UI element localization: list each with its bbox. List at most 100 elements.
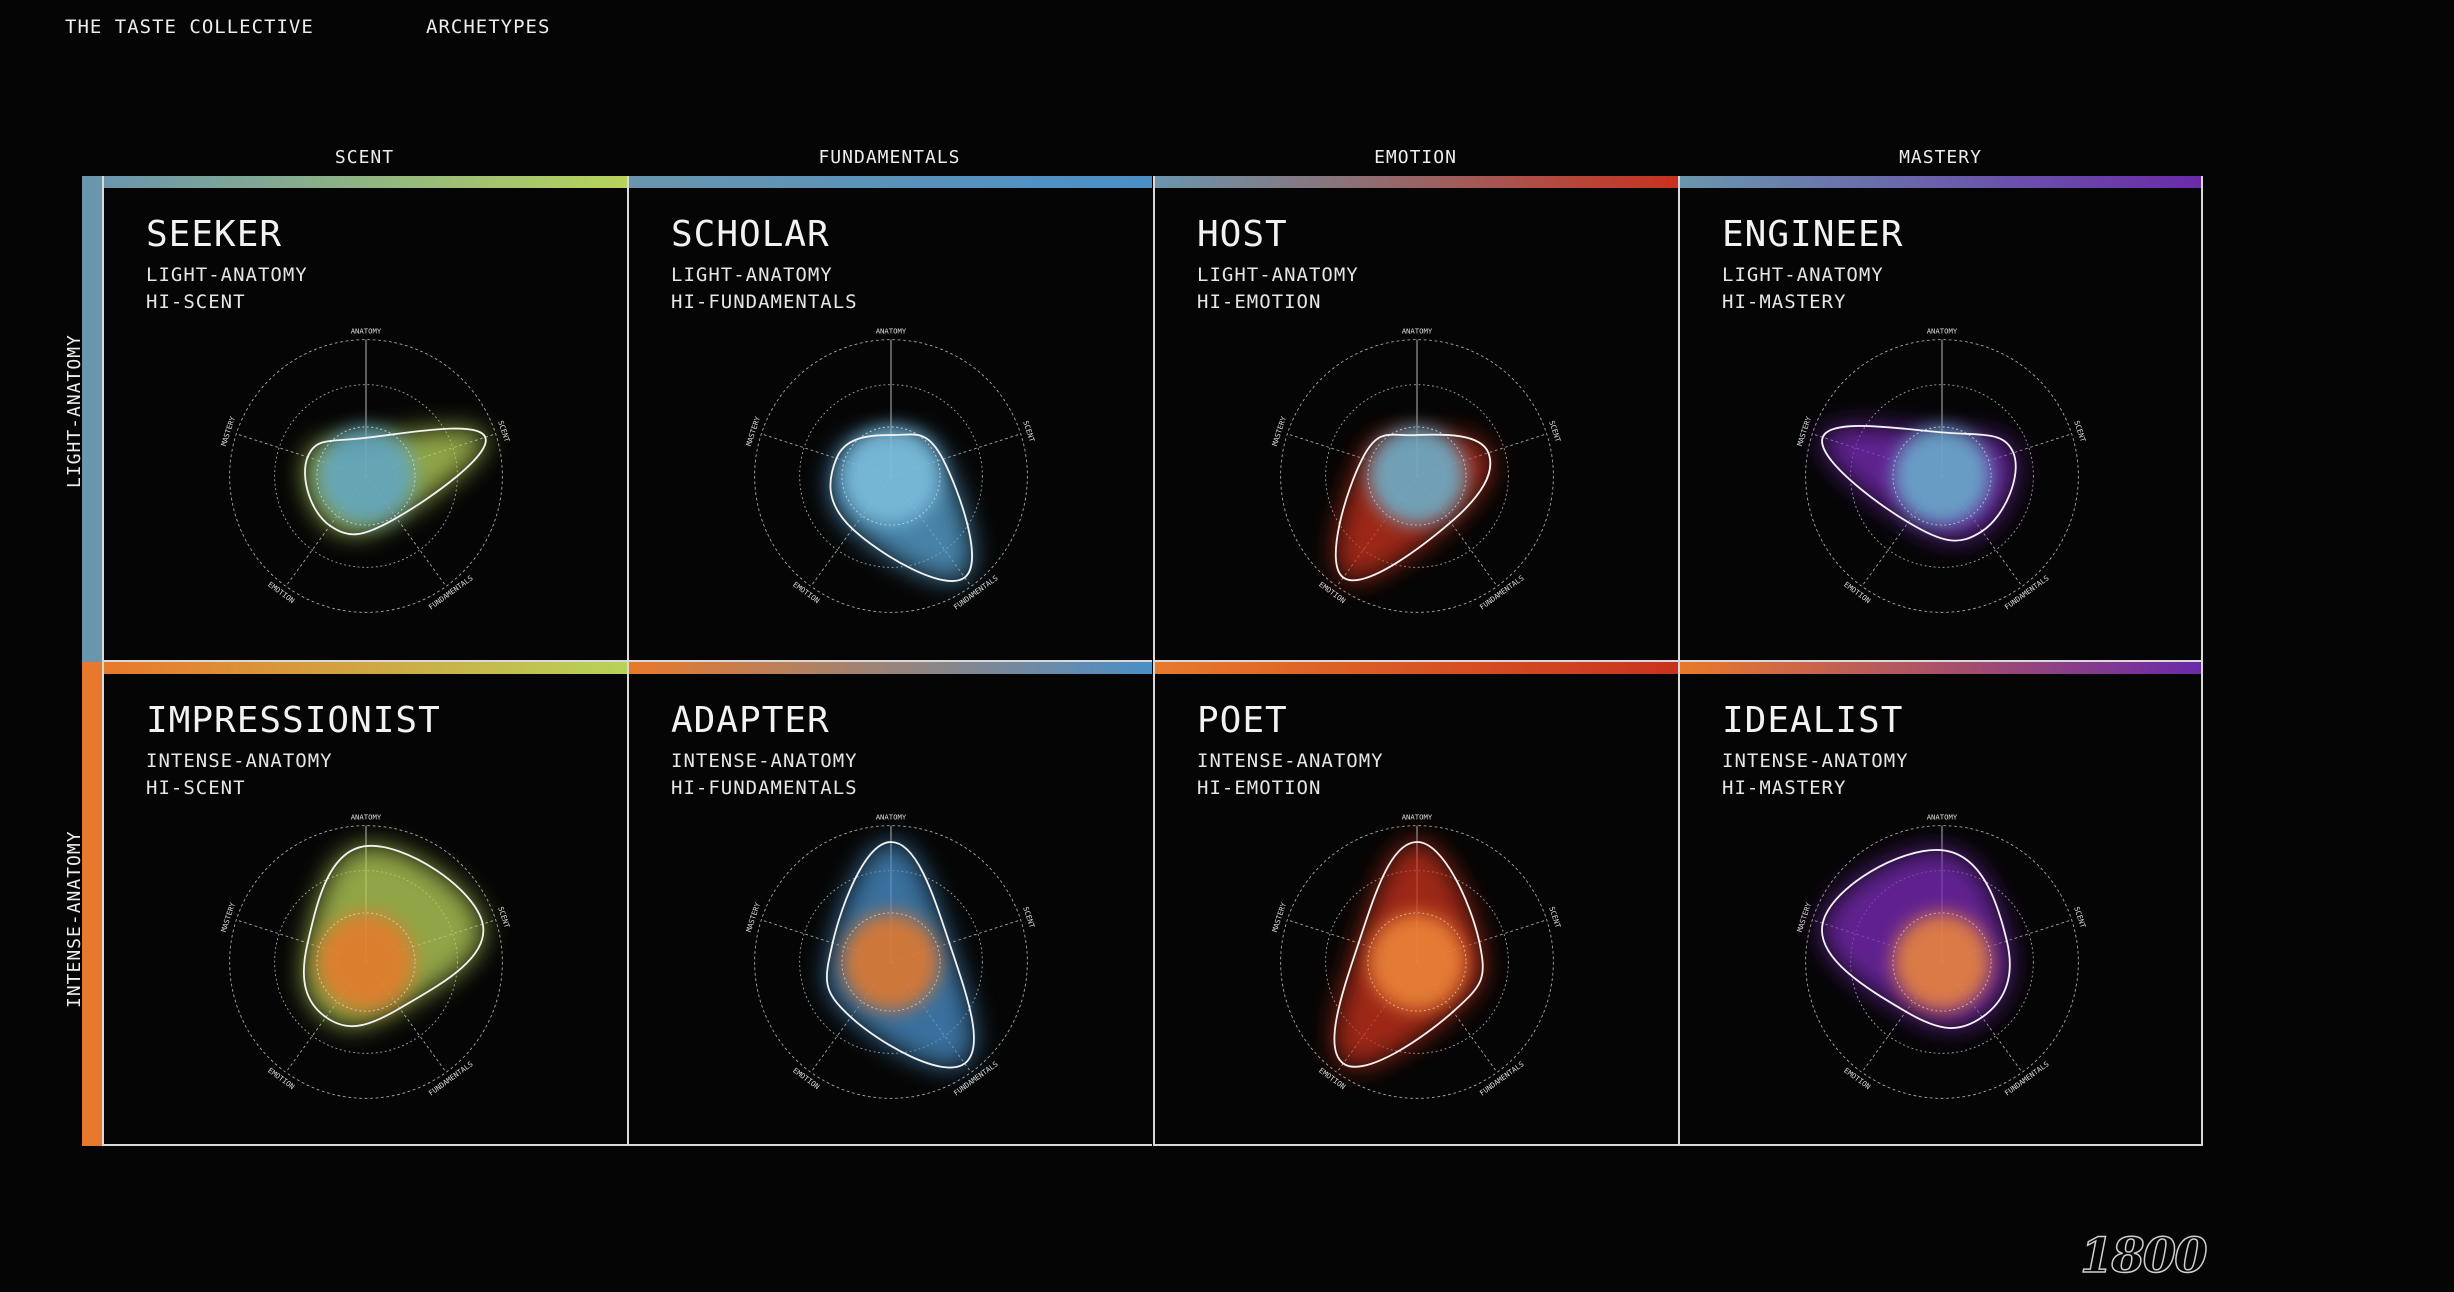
row-bar-intense-anatomy — [82, 662, 102, 1146]
card-accent-bar — [1680, 176, 2201, 188]
radar-ring-inner — [1367, 912, 1467, 1012]
radar-axis-label-mastery: MASTERY — [744, 901, 762, 933]
radar-ring — [799, 384, 983, 568]
radar-axis-label-scent: SCENT — [1021, 905, 1037, 929]
row-bar-light-anatomy — [82, 176, 102, 662]
radar-ring-inner — [316, 426, 416, 526]
radar-core-glow — [1892, 426, 1992, 526]
card-accent-bar — [104, 176, 627, 188]
radar-axis-label-emotion: EMOTION — [1842, 1066, 1872, 1091]
column-header-mastery: MASTERY — [1899, 147, 1982, 168]
archetype-anatomy: LIGHT-ANATOMY — [1197, 264, 1359, 286]
radar-axis-label-fundamentals: FUNDAMENTALS — [427, 573, 475, 611]
archetype-anatomy: INTENSE-ANATOMY — [1722, 750, 1909, 772]
radar-axis-label-anatomy: ANATOMY — [351, 326, 382, 335]
radar-ring-inner — [841, 426, 941, 526]
archetype-card-scholar: SCHOLAR LIGHT-ANATOMY HI-FUNDAMENTALS ANATO… — [627, 176, 1152, 662]
radar-outline — [1333, 841, 1484, 1068]
radar-ring-inner — [1892, 426, 1992, 526]
radar-ring — [1805, 339, 2079, 613]
radar-ring — [1280, 825, 1554, 1099]
archetype-anatomy: LIGHT-ANATOMY — [146, 264, 308, 286]
archetype-focus: HI-EMOTION — [1197, 291, 1322, 313]
radar-axis-label-scent: SCENT — [1547, 419, 1563, 443]
archetype-name: SEEKER — [146, 214, 283, 255]
radar-axis-label-anatomy: ANATOMY — [1927, 812, 1958, 821]
radar-axis-label-mastery: MASTERY — [1795, 415, 1813, 447]
radar-axis-label-mastery: MASTERY — [219, 901, 237, 933]
card-accent-bar — [104, 662, 627, 674]
radar-axis-label-anatomy: ANATOMY — [1402, 812, 1433, 821]
radar-outline — [1821, 849, 2011, 1029]
archetype-card-seeker: SEEKER LIGHT-ANATOMY HI-SCENT ANATOMY SCENT F… — [102, 176, 627, 662]
radar-axis-label-fundamentals: FUNDAMENTALS — [427, 1059, 475, 1097]
archetype-card-impressionist: IMPRESSIONIST INTENSE-ANATOMY HI-SCENT ANAT… — [102, 662, 627, 1146]
radar-outline — [1334, 433, 1492, 582]
archetype-anatomy: LIGHT-ANATOMY — [671, 264, 833, 286]
radar-chart: ANATOMY SCENT FUNDAMENTALS EMOTION MASTERY — [219, 812, 512, 1099]
radar-ring — [1325, 384, 1509, 568]
radar-chart: ANATOMY SCENT FUNDAMENTALS EMOTION MASTERY — [1270, 812, 1563, 1099]
radar-chart: ANATOMY SCENT FUNDAMENTALS EMOTION MASTERY — [219, 326, 512, 613]
archetype-card-idealist: IDEALIST INTENSE-ANATOMY HI-MASTERY ANATOMY… — [1678, 662, 2203, 1146]
archetype-card-poet: POET INTENSE-ANATOMY HI-EMOTION ANATOMY SCEN… — [1153, 662, 1678, 1146]
archetype-focus: HI-SCENT — [146, 777, 246, 799]
radar-axis-label-emotion: EMOTION — [791, 1066, 821, 1091]
radar-ring-inner — [1892, 912, 1992, 1012]
card-accent-bar — [629, 176, 1152, 188]
archetype-focus: HI-FUNDAMENTALS — [671, 777, 858, 799]
radar-axis-label-mastery: MASTERY — [219, 415, 237, 447]
archetype-name: IMPRESSIONIST — [146, 700, 441, 741]
radar-axis-label-emotion: EMOTION — [1317, 580, 1347, 605]
radar-core-glow — [1367, 912, 1467, 1012]
card-accent-bar — [1680, 662, 2201, 674]
radar-ring — [1280, 339, 1554, 613]
radar-axis-label-scent: SCENT — [1021, 419, 1037, 443]
radar-axis-label-anatomy: ANATOMY — [351, 812, 382, 821]
radar-axis-label-scent: SCENT — [496, 905, 512, 929]
radar-core-glow — [841, 912, 941, 1012]
archetype-name: IDEALIST — [1722, 700, 1904, 741]
radar-outline — [829, 433, 973, 582]
radar-axis-label-anatomy: ANATOMY — [876, 326, 907, 335]
radar-axis-label-emotion: EMOTION — [1317, 1066, 1347, 1091]
radar-ring — [754, 339, 1028, 613]
radar-axis-label-fundamentals: FUNDAMENTALS — [1478, 1059, 1526, 1097]
radar-axis-label-emotion: EMOTION — [266, 1066, 296, 1091]
radar-axis-label-mastery: MASTERY — [1795, 901, 1813, 933]
archetype-name: ENGINEER — [1722, 214, 1904, 255]
radar-axis-label-emotion: EMOTION — [266, 580, 296, 605]
card-accent-bar — [1155, 176, 1678, 188]
radar-axis-label-mastery: MASTERY — [1270, 901, 1288, 933]
radar-outline — [1821, 425, 2017, 542]
archetype-anatomy: LIGHT-ANATOMY — [1722, 264, 1884, 286]
archetype-card-host: HOST LIGHT-ANATOMY HI-EMOTION ANATOMY SCENT F… — [1153, 176, 1678, 662]
archetype-focus: HI-MASTERY — [1722, 291, 1847, 313]
archetype-anatomy: INTENSE-ANATOMY — [1197, 750, 1384, 772]
archetype-anatomy: INTENSE-ANATOMY — [146, 750, 333, 772]
radar-axis-label-emotion: EMOTION — [1842, 580, 1872, 605]
radar-core-glow — [841, 426, 941, 526]
radar-axis-label-mastery: MASTERY — [1270, 415, 1288, 447]
radar-axis-label-emotion: EMOTION — [791, 580, 821, 605]
archetype-focus: HI-SCENT — [146, 291, 246, 313]
radar-axis-label-fundamentals: FUNDAMENTALS — [2003, 573, 2051, 611]
column-header-fundamentals: FUNDAMENTALS — [818, 147, 961, 168]
archetype-name: HOST — [1197, 214, 1288, 255]
radar-axis-label-scent: SCENT — [496, 419, 512, 443]
archetype-name: SCHOLAR — [671, 214, 830, 255]
brand-title: THE TASTE COLLECTIVE — [65, 16, 314, 38]
radar-ring-inner — [841, 912, 941, 1012]
radar-core-glow — [316, 912, 416, 1012]
radar-axis-label-scent: SCENT — [1547, 905, 1563, 929]
logo-1800: 1800 — [2079, 1227, 2208, 1285]
radar-core-glow — [316, 426, 416, 526]
radar-axis-label-mastery: MASTERY — [744, 415, 762, 447]
column-header-emotion: EMOTION — [1374, 147, 1457, 168]
radar-ring — [799, 870, 983, 1054]
radar-core-glow — [1367, 426, 1467, 526]
radar-outline — [825, 841, 975, 1069]
